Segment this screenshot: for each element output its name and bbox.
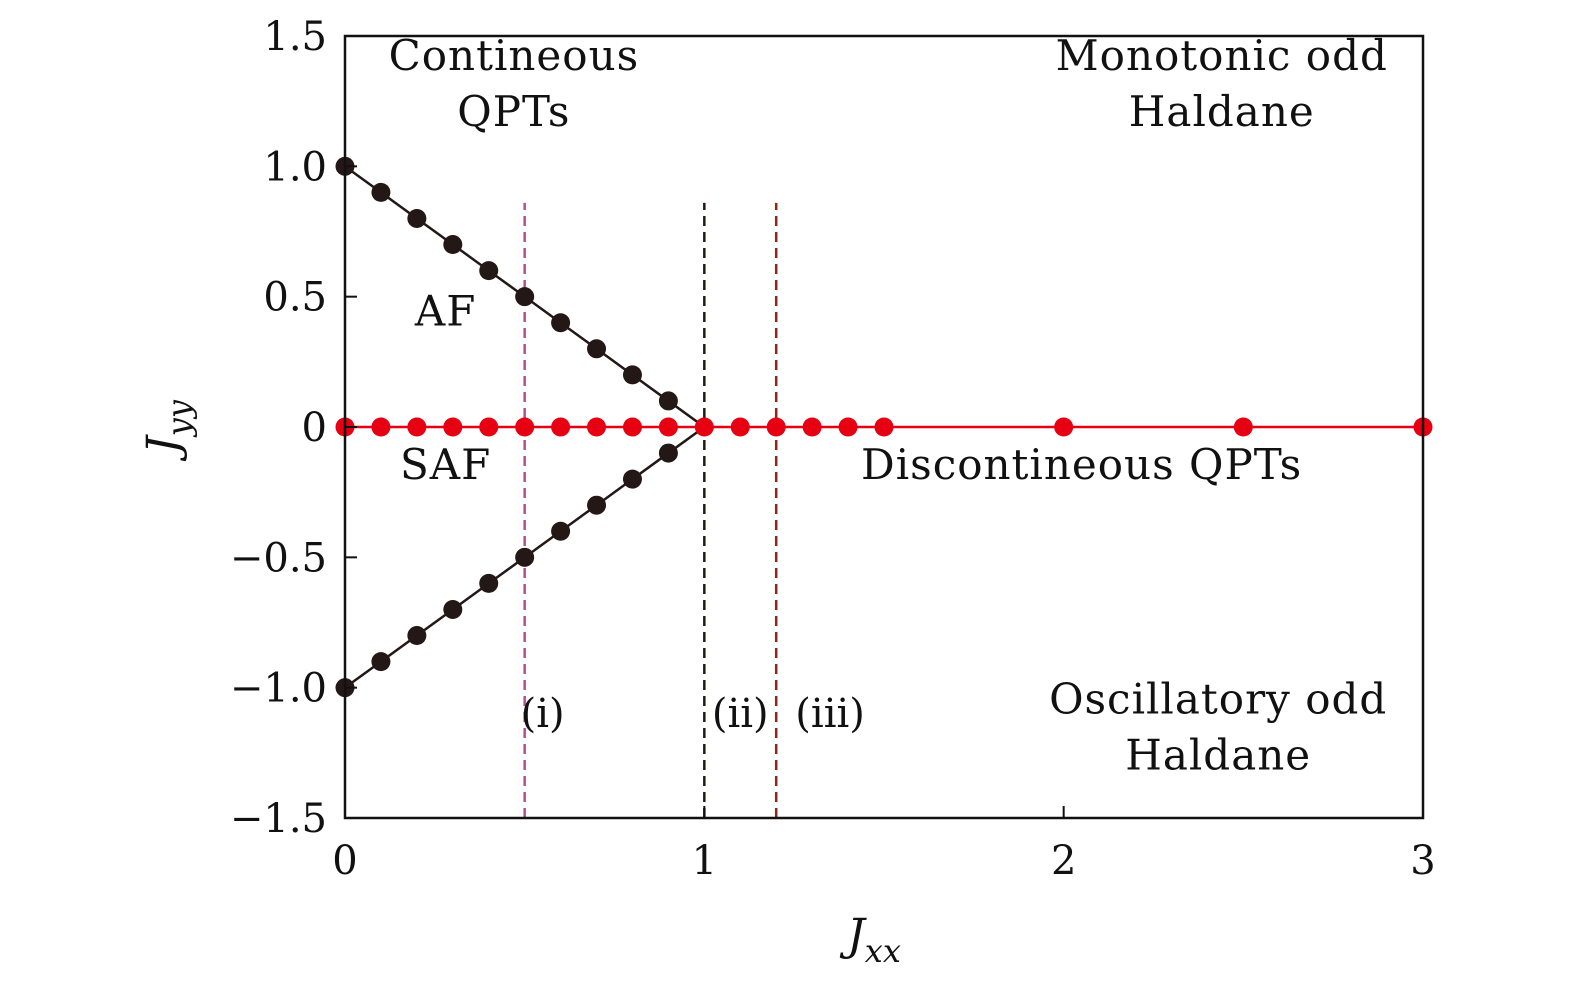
series-1-point — [407, 208, 427, 228]
x-tick-label: 2 — [1051, 838, 1076, 884]
series-2-point — [479, 573, 499, 593]
series-3-point — [1233, 417, 1253, 437]
x-axis-title: Jxx — [839, 910, 901, 970]
y-axis-title: Jyy — [138, 399, 198, 462]
series-3-point — [515, 417, 535, 437]
series-3-point — [551, 417, 571, 437]
series-3-point — [407, 417, 427, 437]
y-tick-label: 1.5 — [263, 14, 327, 60]
region-label: Oscillatory odd — [1049, 675, 1387, 724]
series-3-point — [658, 417, 678, 437]
series-1-point — [443, 235, 463, 255]
region-label: Haldane — [1125, 731, 1311, 780]
series-1-point — [658, 391, 678, 411]
series-2-point — [622, 469, 642, 489]
series-3-point — [694, 417, 714, 437]
series-1-point — [515, 287, 535, 307]
y-tick-label: 1.0 — [263, 144, 327, 190]
series-3-point — [622, 417, 642, 437]
series-2-point — [515, 547, 535, 567]
series-2-point — [371, 652, 391, 672]
y-tick-label: −1.5 — [230, 796, 327, 842]
series-3-point — [371, 417, 391, 437]
y-axis-title-sub: yy — [160, 399, 198, 438]
series-3-point — [443, 417, 463, 437]
region-label: QPTs — [457, 87, 570, 136]
y-tick-label: −1.0 — [230, 666, 327, 712]
region-label: Discontineous QPTs — [861, 440, 1302, 489]
vline-label: (ii) — [712, 691, 769, 737]
y-tick-label: 0 — [302, 405, 327, 451]
series-2-point — [658, 443, 678, 463]
series-1-point — [551, 313, 571, 333]
series-1-point — [587, 339, 607, 359]
y-axis-title-main: J — [138, 434, 189, 462]
chart-labels: 0 1 2 3 1.5 1.0 0.5 0 −0.5 −1.0 −1.5 (i) (ii) (iii) Co… — [230, 14, 1436, 884]
series-1-point — [479, 261, 499, 281]
region-label: Haldane — [1129, 87, 1315, 136]
region-label: AF — [414, 286, 476, 335]
series-3-point — [479, 417, 499, 437]
y-tick-label: −0.5 — [230, 535, 327, 581]
axis-ticks — [344, 35, 1424, 819]
series-1-point — [371, 182, 391, 202]
x-tick-label: 3 — [1410, 838, 1435, 884]
series-3-point — [802, 417, 822, 437]
series-3-point — [1054, 417, 1074, 437]
y-tick-label: 0.5 — [263, 275, 327, 321]
series-2-point — [587, 495, 607, 515]
series-3-point — [838, 417, 858, 437]
series-3-point — [730, 417, 750, 437]
series-3-point — [766, 417, 786, 437]
series-2-point — [407, 626, 427, 646]
x-tick-label: 0 — [332, 838, 357, 884]
series-2-point — [443, 599, 463, 619]
vline-label: (i) — [521, 691, 565, 737]
x-axis-title-main: J — [839, 910, 867, 961]
series-3-point — [587, 417, 607, 437]
series-1-point — [622, 365, 642, 385]
x-tick-label: 1 — [692, 838, 717, 884]
series-2-point — [551, 521, 571, 541]
vline-label: (iii) — [795, 691, 865, 737]
region-label: Contineous — [389, 31, 640, 80]
region-label: SAF — [400, 440, 491, 489]
region-label: Monotonic odd — [1056, 31, 1388, 80]
series-3-point — [874, 417, 894, 437]
x-axis-title-sub: xx — [865, 932, 901, 970]
